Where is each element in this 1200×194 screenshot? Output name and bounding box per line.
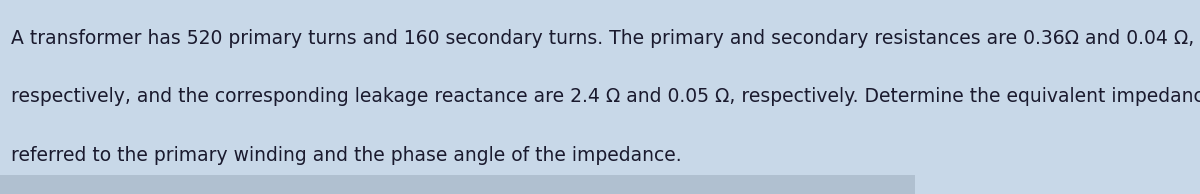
FancyBboxPatch shape — [0, 175, 914, 194]
Text: respectively, and the corresponding leakage reactance are 2.4 Ω and 0.05 Ω, resp: respectively, and the corresponding leak… — [11, 87, 1200, 107]
Text: referred to the primary winding and the phase angle of the impedance.: referred to the primary winding and the … — [11, 146, 682, 165]
Text: A transformer has 520 primary turns and 160 secondary turns. The primary and sec: A transformer has 520 primary turns and … — [11, 29, 1194, 48]
